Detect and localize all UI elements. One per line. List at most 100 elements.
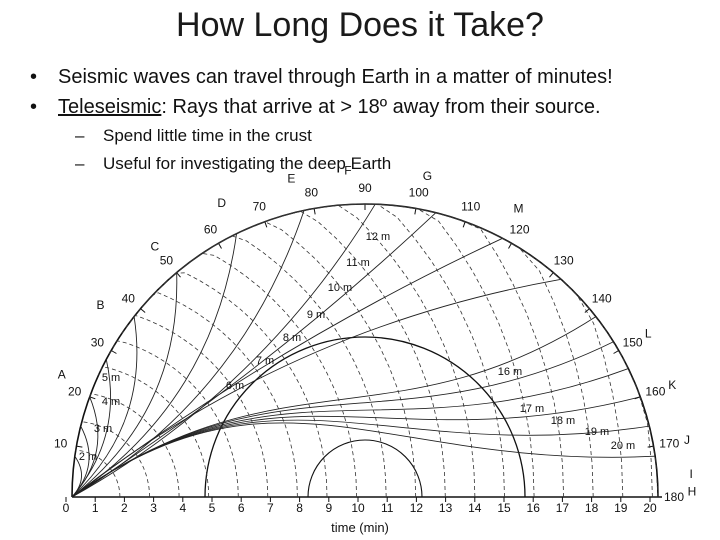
minute-label: 20 m [611, 440, 635, 452]
time-tick-label: 16 [527, 501, 541, 515]
time-tick-label: 11 [381, 501, 394, 515]
minute-label: 11 m [346, 257, 370, 269]
point-letter-label: C [150, 240, 159, 254]
point-letter-label: M [514, 201, 524, 215]
distance-tick [218, 243, 222, 249]
inner-core-arc [307, 439, 423, 498]
distance-tick [111, 350, 117, 354]
core-ray-path [71, 341, 614, 498]
wavefront-curve [172, 221, 417, 498]
point-letter-label: G [423, 169, 432, 183]
time-tick-label: 3 [150, 501, 157, 515]
wavefront-curve [235, 203, 659, 498]
wavefront-curve [98, 366, 210, 498]
minute-label: 10 m [328, 282, 352, 294]
wavefront-curve [130, 292, 298, 498]
bullet-dot: • [30, 96, 38, 118]
core-ray-path [71, 419, 650, 498]
time-tick-label: 4 [179, 501, 186, 515]
slide-title: How Long Does it Take? [176, 6, 544, 44]
minute-label: 19 m [585, 426, 609, 438]
bullet-dot: • [30, 66, 38, 88]
time-tick-label: 7 [267, 501, 274, 515]
wavefront-curve [181, 210, 446, 498]
distance-label: 120 [509, 222, 529, 236]
point-letter-label: B [96, 298, 104, 312]
time-tick-label: 9 [325, 501, 332, 515]
time-tick-label: 14 [468, 501, 482, 515]
bullet-text: : Rays that arrive at > 18º away from th… [161, 96, 601, 118]
wavefront-curve [81, 421, 150, 498]
sub-bullet-text: Spend little time in the crust [103, 126, 312, 145]
distance-tick [89, 396, 96, 400]
wavefront-curve [75, 449, 121, 498]
distance-label: 150 [623, 336, 643, 350]
distance-tick [613, 350, 619, 354]
sub-bullet-dash: – [75, 126, 85, 145]
time-tick-label: 15 [497, 501, 511, 515]
earth-surface-arc [71, 203, 659, 498]
wavefront-curve [219, 203, 594, 498]
distance-label: 110 [461, 200, 480, 214]
core-ray-path [71, 316, 597, 498]
time-tick-label: 18 [585, 501, 599, 515]
wavefront-curve [205, 203, 535, 498]
distance-tick [647, 445, 654, 448]
distance-label: 20 [68, 384, 82, 398]
distance-label: 50 [160, 253, 174, 267]
time-tick-label: 17 [556, 501, 570, 515]
wavefront-curve [225, 203, 624, 498]
seismic-ray-path [71, 210, 305, 498]
wavefront-curve [108, 340, 239, 498]
wavefront-curve [152, 252, 357, 498]
distance-tick [414, 208, 417, 215]
seismic-ray-path [71, 203, 376, 498]
distance-label: 170 [659, 436, 679, 450]
minute-label: 6 m [226, 380, 244, 392]
distance-label: 40 [122, 291, 136, 305]
distance-label: 140 [592, 291, 612, 305]
wavefront-curve [198, 203, 505, 498]
point-letter-label: J [684, 433, 690, 447]
time-tick-label: 6 [238, 501, 245, 515]
distance-tick [584, 308, 590, 313]
minute-label: 16 m [498, 366, 522, 378]
distance-label: 100 [409, 186, 429, 200]
minute-label: 18 m [551, 415, 575, 427]
minute-label: 8 m [283, 332, 301, 344]
minute-label: 2 m [79, 451, 97, 463]
minute-label: 5 m [102, 372, 120, 384]
point-letter-label: D [217, 196, 226, 210]
minute-label: 9 m [307, 309, 325, 321]
point-letter-label: I [690, 467, 693, 481]
wavefront-curve [212, 203, 564, 498]
sub-bullet-dash: – [75, 154, 85, 173]
distance-tick [313, 208, 316, 215]
time-tick-label: 5 [209, 501, 216, 515]
wavefront-curve [230, 203, 653, 498]
time-tick-label: 10 [351, 501, 365, 515]
minute-label: 3 m [94, 423, 112, 435]
bullet-item: • Seismic waves can travel through Earth … [30, 62, 710, 92]
point-letter-label: E [287, 171, 295, 185]
time-tick-label: 1 [92, 501, 99, 515]
core-ray-path [71, 422, 656, 498]
sub-bullet-item: – Useful for investigating the deep Earth [30, 150, 710, 178]
distance-tick [549, 272, 554, 278]
distance-label: 70 [253, 200, 267, 214]
distance-label: 80 [305, 186, 319, 200]
wavefront-curve [162, 235, 387, 498]
bullet-term: Teleseismic [58, 96, 162, 118]
seismic-ray-path [71, 359, 112, 498]
distance-tick [264, 221, 268, 228]
seismic-ray-path [71, 272, 178, 498]
minute-label: 17 m [520, 403, 544, 415]
time-tick-label: 19 [614, 501, 628, 515]
point-letter-label: K [668, 378, 676, 392]
point-letter-label: H [688, 484, 697, 498]
minute-label: 7 m [256, 355, 274, 367]
wavefront-curve [119, 314, 269, 498]
distance-label: 60 [204, 222, 218, 236]
distance-label: 160 [645, 384, 665, 398]
diagram-geometry [65, 203, 662, 502]
